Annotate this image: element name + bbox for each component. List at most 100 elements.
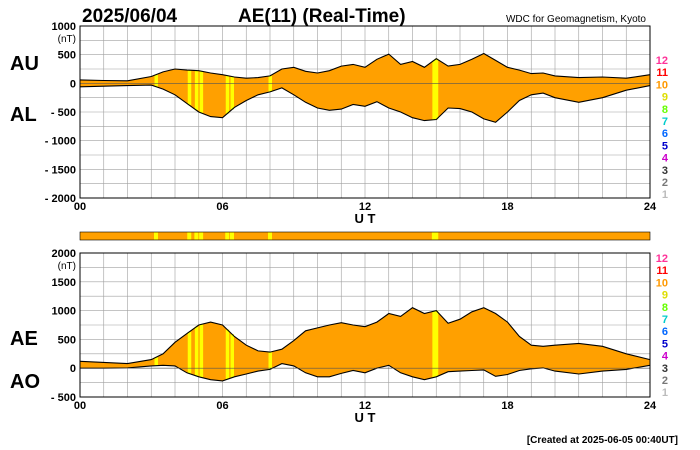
spike-mark <box>268 352 272 370</box>
activity-bar-mark <box>230 232 234 240</box>
x-axis-label: U T <box>355 410 376 425</box>
activity-bar-mark <box>434 232 439 240</box>
station-label: 6 <box>662 128 668 140</box>
y-tick-label: 2000 <box>52 248 76 260</box>
station-label: 7 <box>662 116 668 128</box>
x-tick-label: 12 <box>359 201 371 213</box>
x-tick-label: 24 <box>644 201 657 213</box>
spike-mark <box>194 70 199 111</box>
y-unit-label: (nT) <box>58 261 76 272</box>
station-label: 9 <box>662 92 668 104</box>
station-label: 2 <box>662 375 668 387</box>
created-timestamp: [Created at 2025-06-05 00:40UT] <box>527 435 678 446</box>
activity-bar-mark <box>194 232 199 240</box>
y-tick-label: 1000 <box>52 21 76 33</box>
y-tick-label: - 500 <box>51 107 76 119</box>
x-tick-label: 24 <box>644 400 657 412</box>
label-ae: AE <box>10 328 38 350</box>
top-panel: 1000 500 0 - 500 - 1000 - 1500 - 2000 (nT) 00 06 1… <box>45 21 657 226</box>
station-label: 11 <box>656 67 668 79</box>
activity-bar-mark <box>154 232 158 240</box>
station-label: 1 <box>662 189 668 201</box>
x-tick-label: 06 <box>216 201 228 213</box>
spike-mark <box>230 334 234 378</box>
y-tick-label: 1000 <box>52 306 76 318</box>
band-fill <box>80 53 650 123</box>
station-label: 8 <box>662 104 668 116</box>
spike-mark <box>187 70 192 106</box>
station-label: 8 <box>662 302 668 314</box>
y-tick-label: - 1500 <box>45 164 76 176</box>
station-label: 5 <box>662 338 668 350</box>
y-tick-label: 0 <box>70 363 76 375</box>
y-tick-label: - 2000 <box>45 193 76 205</box>
station-label: 5 <box>662 140 668 152</box>
spike-mark <box>434 310 439 377</box>
spike-mark <box>187 331 192 374</box>
band-fill <box>80 307 650 381</box>
station-label: 9 <box>662 290 668 302</box>
spike-mark <box>154 74 158 87</box>
station-label: 1 <box>662 387 668 399</box>
spike-mark <box>434 58 439 120</box>
spike-mark <box>225 75 230 114</box>
activity-bar-mark <box>187 232 192 240</box>
y-tick-label: 500 <box>58 50 76 62</box>
bottom-panel: 2000 1500 1000 500 0 - 500 (nT) 00 06 12 18 24 U T <box>51 248 657 425</box>
series-line-au <box>79 52 651 82</box>
label-au: AU <box>10 53 39 75</box>
series-line-ae <box>79 307 651 365</box>
spike-mark <box>199 324 204 378</box>
spike-mark <box>225 329 230 380</box>
activity-bar-mark <box>225 232 230 240</box>
station-label: 12 <box>656 55 668 67</box>
series-line-ao <box>80 363 651 382</box>
x-tick-label: 00 <box>74 201 86 213</box>
station-label: 4 <box>662 153 669 165</box>
spike-mark <box>154 357 158 366</box>
x-tick-label: 06 <box>216 400 228 412</box>
spike-mark <box>432 60 436 120</box>
label-ao: AO <box>10 371 40 393</box>
station-label: 10 <box>656 277 668 289</box>
x-tick-label: 18 <box>501 400 513 412</box>
y-tick-label: - 1000 <box>45 136 76 148</box>
y-unit-label: (nT) <box>58 34 76 45</box>
x-tick-label: 12 <box>359 400 371 412</box>
activity-bar-mark <box>431 232 436 240</box>
y-tick-label: 500 <box>58 334 76 346</box>
spike-mark <box>268 75 272 92</box>
station-label: 6 <box>662 326 668 338</box>
y-tick-label: 0 <box>70 78 76 90</box>
y-tick-label: 1500 <box>52 277 76 289</box>
spike-mark <box>199 71 204 113</box>
plot-frame <box>79 25 651 199</box>
activity-bar <box>79 231 651 241</box>
station-label: 10 <box>656 79 668 91</box>
station-label: 3 <box>662 165 668 177</box>
station-label: 4 <box>662 351 669 363</box>
x-tick-label: 18 <box>501 201 513 213</box>
station-label: 2 <box>662 177 668 189</box>
plot-frame <box>79 252 651 398</box>
x-axis-label: U T <box>355 211 376 226</box>
activity-bar-mark <box>199 232 204 240</box>
spike-mark <box>194 326 199 377</box>
activity-bar-base <box>79 231 651 241</box>
station-label: 11 <box>656 265 668 277</box>
chart-date: 2025/06/04 <box>82 6 178 27</box>
spike-mark <box>230 76 234 110</box>
station-label: 12 <box>656 253 668 265</box>
station-label: 3 <box>662 363 668 375</box>
series-line-al <box>79 84 651 123</box>
y-tick-label: - 500 <box>51 392 76 404</box>
label-al: AL <box>10 104 37 126</box>
station-label: 7 <box>662 314 668 326</box>
spike-mark <box>432 311 436 378</box>
activity-bar-mark <box>268 232 272 240</box>
data-source: WDC for Geomagnetism, Kyoto <box>506 14 646 25</box>
chart-title: AE(11) (Real-Time) <box>238 6 406 27</box>
